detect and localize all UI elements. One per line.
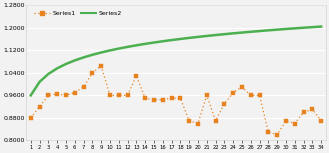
Legend: Series1, Series2: Series1, Series2 [33, 9, 124, 18]
